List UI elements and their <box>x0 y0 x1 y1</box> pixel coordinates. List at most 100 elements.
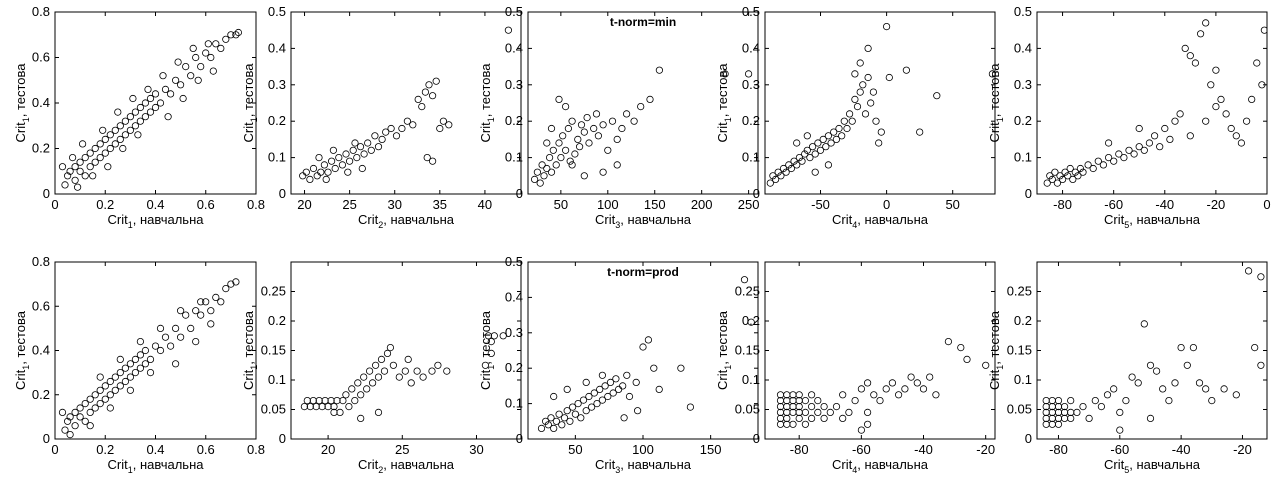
data-point <box>1227 124 1235 133</box>
data-point <box>356 143 365 151</box>
data-point <box>1099 161 1108 169</box>
data-point <box>655 385 663 393</box>
data-point <box>348 385 356 393</box>
y-tick-label: 0.2 <box>268 113 286 128</box>
data-point <box>89 172 97 180</box>
data-point <box>111 386 119 394</box>
data-point <box>342 391 350 399</box>
data-point <box>61 181 69 189</box>
data-point <box>378 135 386 143</box>
data-point <box>344 168 352 176</box>
data-point <box>618 124 626 133</box>
data-point <box>333 396 341 405</box>
data-point <box>803 132 811 140</box>
data-point <box>156 324 165 332</box>
data-point <box>374 143 383 151</box>
data-point <box>487 349 495 357</box>
data-point <box>963 355 971 363</box>
data-point <box>609 389 617 397</box>
data-point <box>353 154 361 162</box>
data-point <box>538 161 546 169</box>
data-point <box>807 414 816 422</box>
data-point <box>547 124 556 133</box>
data-point <box>820 414 828 422</box>
data-point <box>141 99 149 107</box>
data-point <box>136 351 144 359</box>
data-point <box>863 379 872 387</box>
x-tick-label: -20 <box>1206 197 1225 212</box>
x-tick-label: 0 <box>51 197 58 212</box>
data-point <box>637 103 645 111</box>
x-tick-label: 250 <box>738 197 760 212</box>
data-point <box>1257 273 1265 281</box>
data-point <box>848 117 856 125</box>
data-point <box>71 176 79 184</box>
data-point <box>587 403 596 411</box>
data-point <box>639 343 647 351</box>
data-point <box>317 168 325 176</box>
data-point <box>601 382 609 390</box>
data-point <box>677 364 685 372</box>
data-point <box>76 167 84 175</box>
data-point <box>1091 396 1099 405</box>
data-point <box>315 154 323 162</box>
data-point <box>121 117 130 125</box>
data-point <box>368 379 377 387</box>
y-tick-label: 0.4 <box>742 40 760 55</box>
data-point <box>571 150 579 158</box>
data-point <box>801 408 810 416</box>
data-point <box>172 324 180 332</box>
data-point <box>1166 135 1174 143</box>
data-point <box>907 373 915 381</box>
data-point <box>146 108 155 116</box>
data-point <box>111 140 119 148</box>
x-tick-label: -40 <box>914 442 933 457</box>
data-point <box>345 402 353 411</box>
data-point <box>919 385 928 393</box>
y-tick-label: 0 <box>516 431 523 446</box>
data-point <box>91 404 99 412</box>
scatter-points <box>530 66 753 187</box>
data-point <box>146 368 155 377</box>
data-point <box>434 361 442 369</box>
data-point <box>840 117 848 125</box>
data-point <box>863 408 872 416</box>
data-point <box>552 161 560 169</box>
data-point <box>71 408 79 416</box>
data-point <box>1165 396 1173 405</box>
data-point <box>604 392 612 401</box>
data-point <box>771 175 780 183</box>
data-point <box>1130 150 1138 158</box>
data-point <box>484 332 492 340</box>
data-point <box>58 163 67 171</box>
data-point <box>1243 117 1251 125</box>
data-point <box>121 364 130 372</box>
data-point <box>192 337 200 346</box>
data-point <box>1103 391 1112 399</box>
data-point <box>1189 343 1198 352</box>
data-point <box>540 172 548 180</box>
data-point <box>179 94 187 103</box>
data-point <box>580 128 588 136</box>
y-tick-label: 0.5 <box>742 4 760 19</box>
data-point <box>744 70 753 78</box>
data-point <box>555 95 563 104</box>
data-point <box>1176 110 1184 118</box>
data-point <box>1135 143 1143 151</box>
data-point <box>982 361 990 369</box>
data-point <box>1156 143 1164 151</box>
data-point <box>403 117 411 125</box>
y-axis-label: Crit1, тестова <box>478 310 496 390</box>
data-point <box>585 139 593 147</box>
data-point <box>623 371 631 379</box>
data-point <box>575 143 584 151</box>
data-point <box>428 92 437 100</box>
data-point <box>81 417 89 425</box>
scatter-points <box>300 332 507 422</box>
data-point <box>544 421 552 429</box>
data-point <box>315 396 323 405</box>
data-point <box>443 367 451 375</box>
data-point <box>571 410 580 418</box>
data-point <box>129 94 137 103</box>
x-tick-label: -80 <box>1053 197 1072 212</box>
